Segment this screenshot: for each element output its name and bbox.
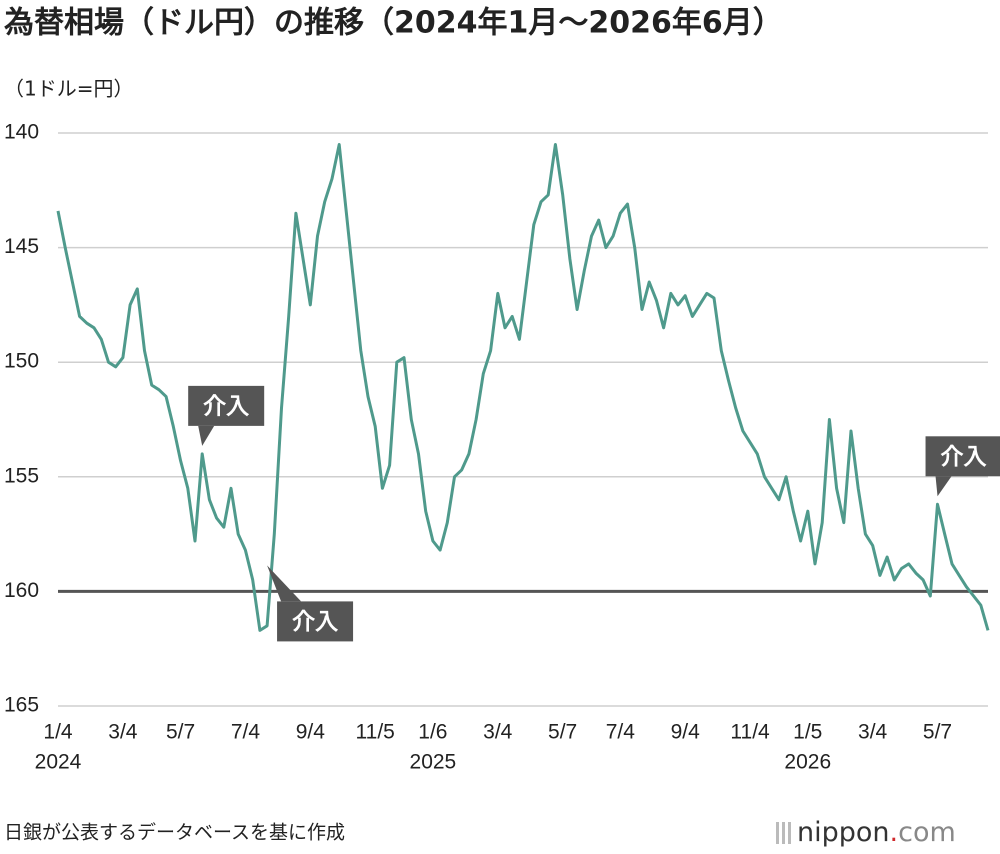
line-series (56, 143, 990, 632)
x-tick-label: 3/4 (483, 721, 513, 744)
year-label: 2025 (410, 751, 457, 774)
x-tick-label: 1/4 (43, 721, 73, 744)
y-tick-label: 145 (4, 235, 39, 258)
x-tick-label: 9/4 (671, 721, 701, 744)
annotation-label: 介入 (941, 444, 987, 470)
year-label: 2026 (784, 751, 831, 774)
annotation-box (925, 436, 1000, 477)
logo-part: com (898, 817, 956, 848)
x-tick-label: 7/4 (231, 721, 261, 744)
annotation: 介入 (267, 565, 354, 642)
annotation: 介入 (925, 436, 1000, 497)
unit-label: （1ドル=円） (4, 77, 133, 101)
y-tick-label: 165 (4, 694, 39, 717)
year-label: 2024 (35, 751, 82, 774)
annotation: 介入 (188, 385, 265, 446)
x-tick-label: 3/4 (858, 721, 888, 744)
annotation-label: 介入 (203, 393, 249, 419)
x-tick-label: 5/7 (548, 721, 577, 744)
x-tick-label: 11/5 (356, 721, 395, 744)
annotation-pointer (267, 565, 302, 602)
annotation-box (277, 601, 354, 642)
x-tick-label: 1/5 (793, 721, 822, 744)
y-tick-label: 160 (4, 579, 39, 602)
annotation-pointer (935, 476, 952, 497)
x-tick-label: 5/7 (923, 721, 952, 744)
logo-icon (776, 822, 791, 844)
annotation-box (188, 385, 265, 426)
x-tick-label: 5/7 (166, 721, 195, 744)
chart-title: 為替相場（ドル円）の推移（2024年1月〜2026年6月） (4, 6, 783, 41)
x-tick-label: 11/4 (730, 721, 770, 744)
x-tick-label: 7/4 (606, 721, 636, 744)
logo-part: . (890, 817, 899, 848)
logo: nippon.com (797, 817, 956, 848)
x-tick-label: 3/4 (108, 721, 138, 744)
logo-part: nippon (797, 817, 890, 848)
y-tick-label: 155 (4, 464, 39, 487)
y-tick-label: 150 (4, 350, 39, 373)
x-tick-label: 9/4 (296, 721, 326, 744)
annotation-pointer (198, 425, 215, 446)
annotation-label: 介入 (292, 609, 338, 635)
y-tick-label: 140 (4, 121, 39, 144)
x-tick-label: 1/6 (418, 721, 447, 744)
source: 日銀が公表するデータベースを基に作成 (4, 822, 345, 844)
